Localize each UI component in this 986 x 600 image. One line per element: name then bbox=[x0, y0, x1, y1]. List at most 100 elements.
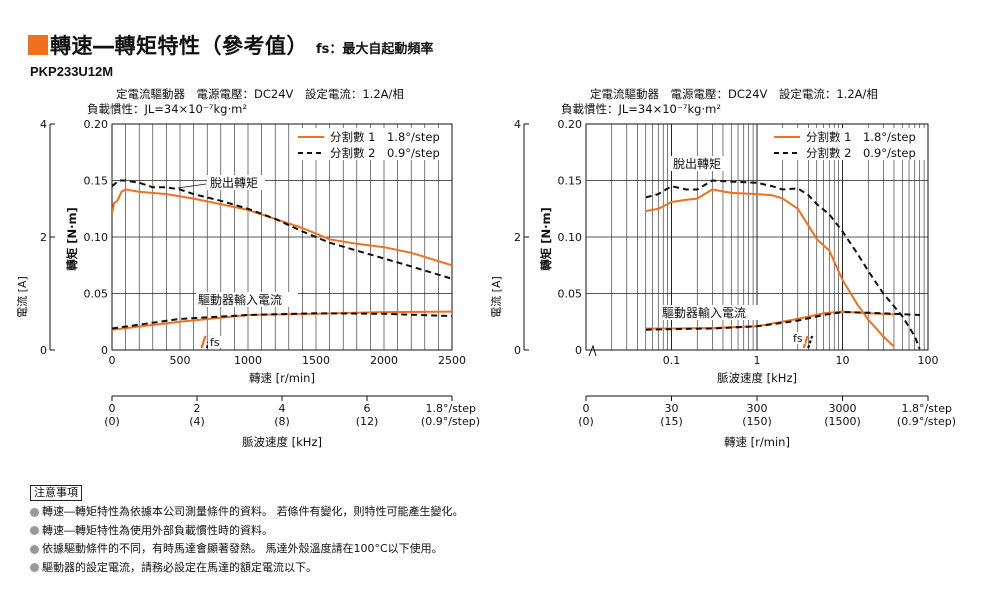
secondary-tick-label: 2 bbox=[194, 402, 201, 415]
note-text: 依據驅動條件的不同，有時馬達會顯著發熱。 馬達外殼溫度請在100°C以下使用。 bbox=[42, 542, 443, 555]
secondary-axis-label: 轉速 [r/min] bbox=[724, 435, 790, 449]
torque-axis-label: 轉矩 [N·m] bbox=[65, 207, 79, 271]
secondary-tick-label: (150) bbox=[742, 415, 772, 428]
secondary-tick-label: 0 bbox=[583, 402, 590, 415]
notes-title: 注意事項 bbox=[30, 485, 82, 501]
y-tick-label: 0 bbox=[101, 344, 108, 357]
legend-bg bbox=[294, 128, 450, 160]
secondary-tick-label: 30 bbox=[665, 402, 679, 415]
chart-info-line: 負載慣性：JL=34×10⁻⁷kg·m² bbox=[561, 102, 721, 116]
annotation-bg bbox=[660, 305, 762, 320]
current-tick-label: 0 bbox=[40, 344, 47, 357]
secondary-tick-label: (15) bbox=[660, 415, 683, 428]
secondary-tick-label: (4) bbox=[189, 415, 205, 428]
fs-marker-s1 bbox=[200, 335, 207, 349]
fs-definition: fs：最大自起動頻率 bbox=[316, 42, 434, 57]
current-axis-label: 電流 [A] bbox=[489, 276, 503, 318]
secondary-tick-label: 4 bbox=[279, 402, 286, 415]
x-tick-label: 100 bbox=[918, 354, 939, 367]
data-layer bbox=[645, 179, 921, 350]
y-tick-label: 0 bbox=[575, 344, 582, 357]
annotation-leader bbox=[177, 183, 207, 189]
secondary-tick-label: (0) bbox=[104, 415, 120, 428]
x-tick-label: 10 bbox=[836, 354, 850, 367]
plot-frame bbox=[585, 123, 929, 351]
model-number: PKP233U12M bbox=[30, 64, 114, 79]
annotation-fs: fs bbox=[210, 336, 220, 349]
y-tick-label: 0.05 bbox=[558, 288, 583, 301]
bullet-icon bbox=[30, 507, 39, 517]
annotation-current: 驅動器輸入電流 bbox=[198, 292, 282, 307]
x-tick-label: 1500 bbox=[302, 354, 330, 367]
annotation-bg bbox=[208, 336, 222, 348]
annotation-bg bbox=[791, 332, 805, 344]
secondary-tick-label: (1500) bbox=[824, 415, 861, 428]
y-tick-label: 0.05 bbox=[84, 288, 109, 301]
chart-1: 定電流驅動器 電源電壓：DC24V 設定電流：1.2A/相負載慣性：JL=34×… bbox=[15, 87, 480, 449]
secondary-tick-label: 0 bbox=[109, 402, 116, 415]
note-item: 轉速―轉矩特性為依據本公司測量條件的資料。 若條件有變化，則特性可能產生變化。 bbox=[30, 503, 464, 522]
notes-section: 注意事項 轉速―轉矩特性為依據本公司測量條件的資料。 若條件有變化，則特性可能產… bbox=[30, 484, 464, 577]
y-tick-label: 0.15 bbox=[558, 175, 583, 188]
secondary-tick-label: (0.9°/step) bbox=[897, 415, 956, 428]
secondary-tick-label: (12) bbox=[356, 415, 379, 428]
fs-marker-s1 bbox=[802, 335, 809, 349]
legend-label-s2: 分割數 2 0.9°/step bbox=[806, 146, 916, 160]
data-layer bbox=[112, 179, 452, 349]
x-tick-label: 0 bbox=[109, 354, 116, 367]
series-line-s1-pullout_torque bbox=[645, 188, 895, 348]
annotation-bg bbox=[207, 175, 265, 190]
note-text: 驅動器的設定電流，請務必設定在馬達的額定電流以下。 bbox=[42, 560, 317, 574]
bullet-icon bbox=[30, 526, 39, 536]
plot-frame bbox=[111, 123, 453, 351]
charts-canvas: 定電流驅動器 電源電壓：DC24V 設定電流：1.2A/相負載慣性：JL=34×… bbox=[15, 87, 956, 449]
current-tick-label: 4 bbox=[40, 118, 47, 131]
secondary-tick-label: 1.8°/step bbox=[902, 402, 953, 415]
secondary-tick-label: (0) bbox=[578, 415, 594, 428]
series-line-s1-pullout_torque bbox=[112, 188, 452, 267]
secondary-tick-label: 3000 bbox=[829, 402, 857, 415]
title-marker bbox=[28, 35, 48, 55]
series-line-s2-input_current bbox=[645, 311, 920, 331]
annotation-fs: fs bbox=[793, 332, 803, 345]
x-tick-label: 2500 bbox=[438, 354, 466, 367]
current-tick-label: 2 bbox=[514, 231, 521, 244]
y-tick-label: 0.20 bbox=[558, 118, 583, 131]
secondary-axis-label: 脈波速度 [kHz] bbox=[242, 435, 322, 449]
x-tick-label: 1000 bbox=[234, 354, 262, 367]
chart-info-line: 負載慣性：JL=34×10⁻⁷kg·m² bbox=[87, 102, 247, 116]
x-tick-label: 2000 bbox=[370, 354, 398, 367]
annotation-current: 驅動器輸入電流 bbox=[662, 305, 746, 320]
current-tick-label: 0 bbox=[514, 344, 521, 357]
x-axis-label: 轉速 [r/min] bbox=[249, 371, 315, 385]
fs-marker-s2 bbox=[807, 335, 814, 349]
note-item: 驅動器的設定電流，請務必設定在馬達的額定電流以下。 bbox=[30, 559, 464, 578]
annotation-pullout: 脫出轉矩 bbox=[210, 175, 258, 190]
note-text: 轉速―轉矩特性為使用外部負載慣性時的資料。 bbox=[42, 523, 273, 537]
annotation-bg bbox=[671, 156, 729, 171]
current-tick-label: 4 bbox=[514, 118, 521, 131]
note-item: 依據驅動條件的不同，有時馬達會顯著發熱。 馬達外殼溫度請在100°C以下使用。 bbox=[30, 540, 464, 559]
y-tick-label: 0.10 bbox=[84, 231, 109, 244]
current-tick-label: 2 bbox=[40, 231, 47, 244]
series-line-s2-pullout_torque bbox=[112, 179, 452, 280]
legend-bg bbox=[770, 128, 926, 160]
secondary-tick-label: 1.8°/step bbox=[426, 402, 477, 415]
chart-section-title: 轉速―轉矩特性（參考值） bbox=[50, 34, 308, 58]
annotation-bg bbox=[196, 292, 298, 307]
bullet-icon bbox=[30, 544, 39, 554]
x-tick-label: 0.1 bbox=[663, 354, 681, 367]
y-tick-label: 0.20 bbox=[84, 118, 109, 131]
chart-info-line: 定電流驅動器 電源電壓：DC24V 設定電流：1.2A/相 bbox=[116, 87, 404, 101]
y-tick-label: 0.10 bbox=[558, 231, 583, 244]
secondary-tick-label: (0.9°/step) bbox=[421, 415, 480, 428]
legend-label-s1: 分割數 1 1.8°/step bbox=[330, 130, 440, 144]
page-title: 轉速―轉矩特性（參考值） fs：最大自起動頻率 bbox=[28, 30, 433, 60]
legend-label-s1: 分割數 1 1.8°/step bbox=[806, 130, 916, 144]
axis-break-mark bbox=[588, 344, 597, 357]
x-tick-label: 1 bbox=[754, 354, 761, 367]
torque-axis-label: 轉矩 [N·m] bbox=[539, 207, 553, 271]
series-line-s2-input_current bbox=[112, 312, 452, 330]
secondary-tick-label: 6 bbox=[364, 402, 371, 415]
chart-2: 定電流驅動器 電源電壓：DC24V 設定電流：1.2A/相負載慣性：JL=34×… bbox=[489, 87, 956, 449]
